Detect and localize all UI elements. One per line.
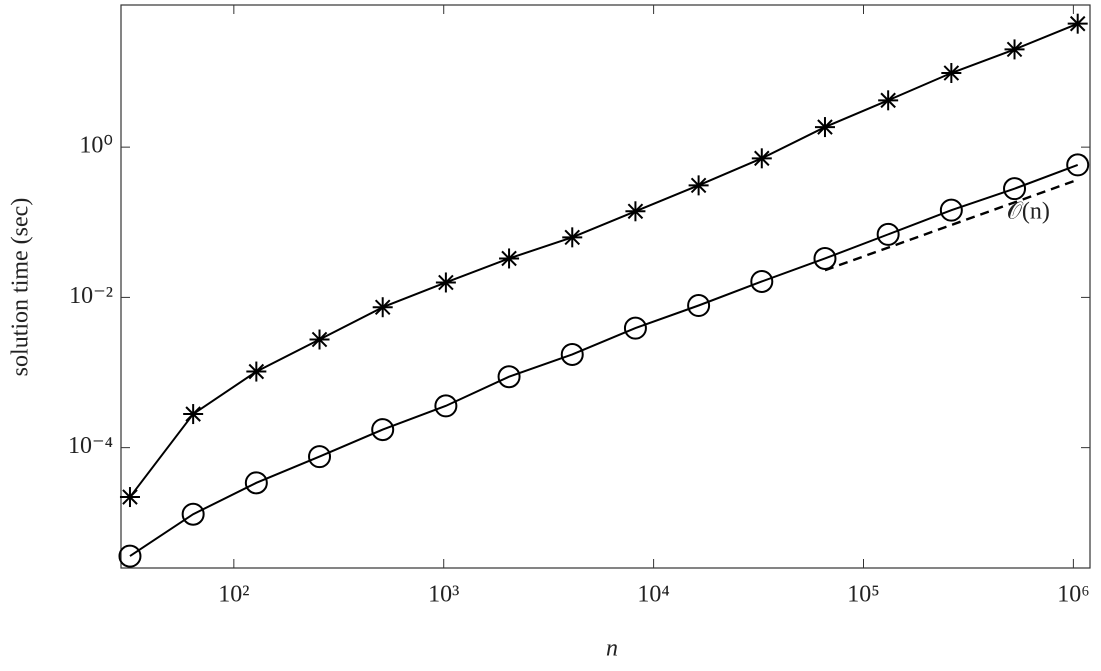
x-tick-label: 10² xyxy=(218,582,249,608)
series-line xyxy=(129,163,1079,557)
series-line xyxy=(129,22,1079,498)
marker-circle xyxy=(750,269,774,293)
y-tick-label: 10⁻² xyxy=(69,283,113,309)
marker xyxy=(878,90,899,111)
marker-circle xyxy=(371,418,395,442)
marker-circle xyxy=(939,198,963,222)
marker-stroke xyxy=(185,406,201,422)
marker xyxy=(941,63,962,84)
marker-stroke xyxy=(627,203,644,220)
marker xyxy=(625,201,646,222)
marker-stroke xyxy=(754,150,770,167)
marker xyxy=(813,246,837,270)
marker-stroke xyxy=(690,177,707,194)
marker xyxy=(751,148,772,169)
marker xyxy=(244,471,268,495)
marker xyxy=(750,269,774,293)
marker-stroke xyxy=(880,92,896,109)
marker xyxy=(623,316,647,340)
marker-circle xyxy=(118,544,142,568)
marker xyxy=(118,544,142,568)
marker xyxy=(181,502,205,526)
marker xyxy=(308,445,332,469)
marker-circle xyxy=(560,342,584,366)
marker xyxy=(939,198,963,222)
x-tick-label: 10⁶ xyxy=(1057,582,1089,608)
reference-line xyxy=(824,178,1079,272)
marker xyxy=(119,487,140,508)
marker-stroke xyxy=(1006,41,1023,58)
marker xyxy=(434,394,458,418)
marker xyxy=(371,418,395,442)
marker-circle xyxy=(434,394,458,418)
marker xyxy=(499,248,520,269)
marker-circle xyxy=(244,471,268,495)
marker xyxy=(562,227,583,248)
marker xyxy=(246,361,267,382)
marker-circle xyxy=(181,502,205,526)
marker-circle xyxy=(1003,177,1027,201)
marker-stroke xyxy=(501,250,517,267)
marker xyxy=(1066,153,1090,177)
marker-stroke xyxy=(248,363,265,380)
marker xyxy=(372,297,393,318)
x-axis-label: n xyxy=(606,636,618,662)
marker-stroke xyxy=(438,274,454,291)
marker-stroke xyxy=(311,331,328,348)
y-tick-label: 10⁻⁴ xyxy=(68,433,113,459)
x-tick-label: 10⁴ xyxy=(637,582,669,608)
marker-circle xyxy=(687,294,711,318)
marker-circle xyxy=(813,246,837,270)
marker-stroke xyxy=(817,119,833,135)
reference-label: 𝒪(n) xyxy=(1007,198,1050,224)
marker xyxy=(687,294,711,318)
y-tick-label: 10⁰ xyxy=(79,133,113,159)
x-tick-label: 10³ xyxy=(428,582,459,608)
marker-stroke xyxy=(943,65,960,81)
marker-stroke xyxy=(564,229,581,246)
marker-circle xyxy=(623,316,647,340)
marker xyxy=(876,222,900,246)
marker xyxy=(1067,13,1088,34)
marker-stroke xyxy=(122,489,138,505)
marker xyxy=(814,117,835,138)
x-tick-label: 10⁵ xyxy=(847,582,879,608)
marker-stroke xyxy=(374,299,391,315)
marker xyxy=(183,404,204,425)
marker xyxy=(309,329,330,350)
marker xyxy=(688,175,709,196)
marker xyxy=(435,272,456,293)
plot-frame xyxy=(120,4,1091,569)
marker xyxy=(497,365,521,389)
marker-circle xyxy=(497,365,521,389)
marker-circle xyxy=(308,445,332,469)
marker-circle xyxy=(876,222,900,246)
marker xyxy=(560,342,584,366)
y-axis-label: solution time (sec) xyxy=(8,198,34,377)
marker-stroke xyxy=(1069,15,1086,32)
marker xyxy=(1003,177,1027,201)
marker-circle xyxy=(1066,153,1090,177)
marker xyxy=(1004,39,1025,60)
